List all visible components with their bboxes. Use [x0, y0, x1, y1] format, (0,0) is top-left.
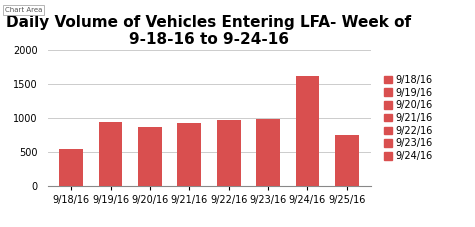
Bar [295, 76, 319, 186]
Legend: 9/18/16, 9/19/16, 9/20/16, 9/21/16, 9/22/16, 9/23/16, 9/24/16: 9/18/16, 9/19/16, 9/20/16, 9/21/16, 9/22… [382, 73, 435, 163]
Bar [99, 122, 123, 186]
Bar [217, 120, 240, 186]
Bar [335, 135, 359, 186]
Bar [59, 149, 83, 186]
Bar [256, 119, 280, 186]
Text: Chart Area: Chart Area [5, 7, 42, 13]
Bar [178, 123, 201, 186]
Title: Daily Volume of Vehicles Entering LFA- Week of
9-18-16 to 9-24-16: Daily Volume of Vehicles Entering LFA- W… [7, 15, 411, 47]
Bar [138, 127, 162, 186]
